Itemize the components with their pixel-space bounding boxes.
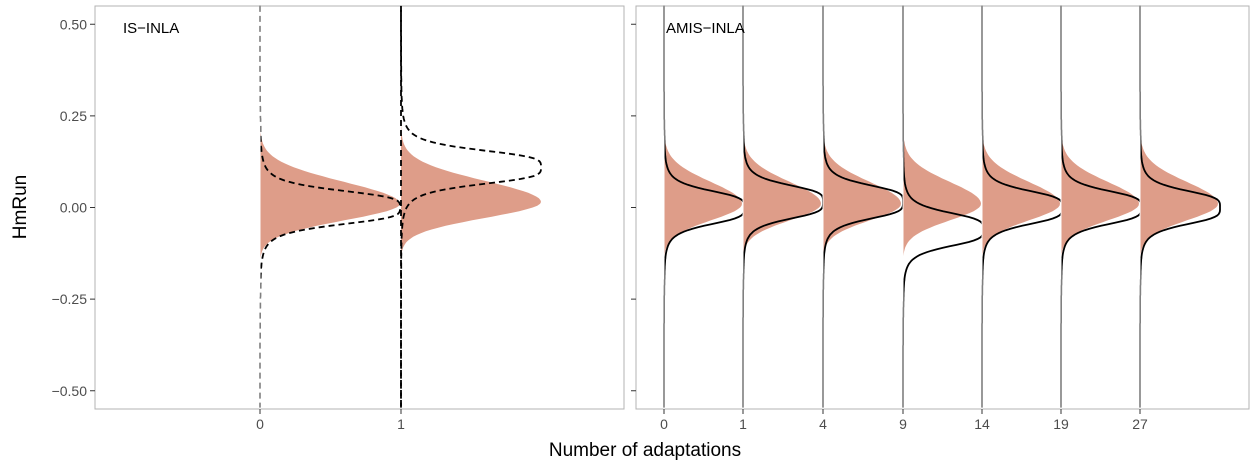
- x-tick-label: 1: [739, 416, 747, 432]
- x-tick-label: 0: [256, 416, 264, 432]
- y-tick-label: 0.50: [60, 16, 87, 32]
- density-area-1: [743, 79, 821, 336]
- x-tick-label: 27: [1132, 416, 1148, 432]
- density-area-14: [982, 79, 1060, 336]
- x-tick-label: 1: [397, 416, 405, 432]
- density-area-9: [903, 79, 981, 336]
- y-tick-label: −0.25: [52, 291, 88, 307]
- y-tick-label: 0.25: [60, 108, 87, 124]
- density-area-0: [260, 79, 400, 336]
- x-tick-label: 4: [819, 416, 827, 432]
- y-tick-label: −0.50: [52, 383, 88, 399]
- panel-amis-inla: 0 1 4 9 14 19 27: [631, 5, 1250, 432]
- x-tick-label: 19: [1053, 416, 1069, 432]
- density-area-27: [1140, 79, 1218, 336]
- y-axis: 0.50 0.25 0.00 −0.25 −0.50: [52, 16, 88, 399]
- x-tick-label: 14: [974, 416, 990, 432]
- density-area-4: [823, 79, 901, 336]
- panel-label-amis-inla: AMIS−INLA: [666, 20, 745, 37]
- y-tick-label: 0.00: [60, 200, 87, 216]
- panel-label-is-inla: IS−INLA: [123, 20, 179, 37]
- density-area-0: [664, 79, 742, 336]
- x-axis-title: Number of adaptations: [549, 440, 741, 461]
- density-area-1: [401, 79, 541, 336]
- x-tick-label: 9: [899, 416, 907, 432]
- proposal-curve-1: [400, 5, 542, 408]
- y-axis-title: HmRun: [10, 175, 31, 239]
- density-area-19: [1061, 79, 1139, 336]
- x-tick-label: 0: [660, 416, 668, 432]
